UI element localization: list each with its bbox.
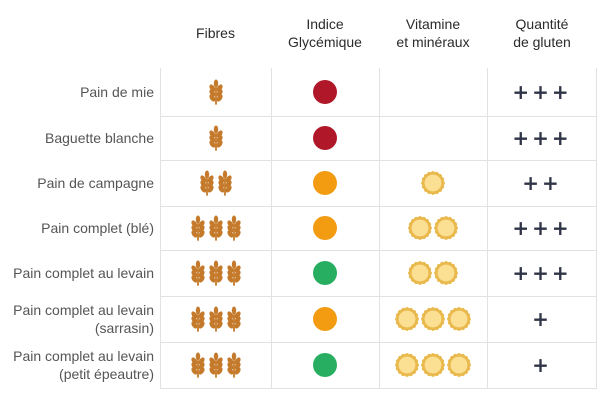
wheat-icon bbox=[190, 306, 206, 332]
wheat-icon bbox=[226, 352, 242, 378]
row-label: Pain de mie bbox=[80, 84, 154, 100]
header-glycemic-index: Indice Glycémique bbox=[288, 16, 362, 50]
fibres-cell bbox=[160, 116, 271, 160]
wheat-icon bbox=[208, 125, 224, 151]
fibres-cell bbox=[160, 160, 271, 206]
row-divider bbox=[160, 296, 597, 297]
vitamins-cell bbox=[379, 250, 487, 296]
row-divider bbox=[160, 388, 597, 389]
sun-icon bbox=[395, 307, 419, 331]
vitamins-cell bbox=[379, 116, 487, 160]
vitamins-cell bbox=[379, 68, 487, 116]
wheat-icon bbox=[190, 215, 206, 241]
column-divider bbox=[160, 68, 161, 388]
header-fibres: Fibres bbox=[196, 25, 235, 41]
row-divider bbox=[160, 116, 597, 117]
glycemic-index-cell bbox=[271, 116, 379, 160]
wheat-icon bbox=[208, 215, 224, 241]
row-divider bbox=[160, 206, 597, 207]
glycemic-index-cell bbox=[271, 68, 379, 116]
gluten-cell: ++ bbox=[522, 171, 562, 195]
glycemic-index-medium-dot bbox=[313, 171, 337, 195]
glycemic-index-low-dot bbox=[313, 353, 337, 377]
row-label: Pain de campagne bbox=[37, 175, 154, 191]
wheat-icon bbox=[226, 260, 242, 286]
gluten-cell: +++ bbox=[512, 126, 572, 150]
gluten-cell: +++ bbox=[512, 261, 572, 285]
row-label: Pain complet au levain (sarrasin) bbox=[13, 302, 154, 336]
sun-icon bbox=[421, 171, 445, 195]
sun-icon bbox=[421, 307, 445, 331]
wheat-icon bbox=[226, 306, 242, 332]
row-label: Baguette blanche bbox=[45, 130, 154, 146]
column-divider bbox=[487, 68, 488, 388]
vitamins-cell bbox=[379, 296, 487, 342]
wheat-icon bbox=[226, 215, 242, 241]
sun-icon bbox=[447, 307, 471, 331]
glycemic-index-high-dot bbox=[313, 80, 337, 104]
glycemic-index-high-dot bbox=[313, 126, 337, 150]
sun-icon bbox=[421, 353, 445, 377]
sun-icon bbox=[434, 261, 458, 285]
fibres-cell bbox=[160, 342, 271, 388]
fibres-cell bbox=[160, 250, 271, 296]
glycemic-index-low-dot bbox=[313, 261, 337, 285]
glycemic-index-cell bbox=[271, 206, 379, 250]
column-divider bbox=[271, 68, 272, 388]
glycemic-index-cell bbox=[271, 342, 379, 388]
gluten-cell: + bbox=[532, 307, 552, 331]
row-label: Pain complet au levain bbox=[13, 265, 154, 281]
glycemic-index-cell bbox=[271, 160, 379, 206]
header-vitamins: Vitamine et minéraux bbox=[396, 16, 470, 50]
sun-icon bbox=[434, 216, 458, 240]
wheat-icon bbox=[208, 306, 224, 332]
wheat-icon bbox=[208, 352, 224, 378]
gluten-cell: + bbox=[532, 353, 552, 377]
vitamins-cell bbox=[379, 160, 487, 206]
glycemic-index-cell bbox=[271, 250, 379, 296]
glycemic-index-medium-dot bbox=[313, 307, 337, 331]
wheat-icon bbox=[208, 260, 224, 286]
glycemic-index-medium-dot bbox=[313, 216, 337, 240]
fibres-cell bbox=[160, 68, 271, 116]
vitamins-cell bbox=[379, 206, 487, 250]
row-label: Pain complet au levain (petit épeautre) bbox=[13, 348, 154, 382]
row-divider bbox=[160, 342, 597, 343]
fibres-cell bbox=[160, 206, 271, 250]
gluten-cell: +++ bbox=[512, 216, 572, 240]
header-gluten: Quantité de gluten bbox=[513, 16, 571, 50]
row-divider bbox=[160, 250, 597, 251]
fibres-cell bbox=[160, 296, 271, 342]
wheat-icon bbox=[190, 352, 206, 378]
sun-icon bbox=[447, 353, 471, 377]
row-label: Pain complet (blé) bbox=[41, 220, 154, 236]
wheat-icon bbox=[199, 170, 215, 196]
glycemic-index-cell bbox=[271, 296, 379, 342]
gluten-cell: +++ bbox=[512, 80, 572, 104]
sun-icon bbox=[408, 216, 432, 240]
wheat-icon bbox=[217, 170, 233, 196]
sun-icon bbox=[395, 353, 419, 377]
wheat-icon bbox=[190, 260, 206, 286]
wheat-icon bbox=[208, 79, 224, 105]
column-divider bbox=[596, 68, 597, 388]
vitamins-cell bbox=[379, 342, 487, 388]
column-divider bbox=[379, 68, 380, 388]
row-divider bbox=[160, 160, 597, 161]
sun-icon bbox=[408, 261, 432, 285]
